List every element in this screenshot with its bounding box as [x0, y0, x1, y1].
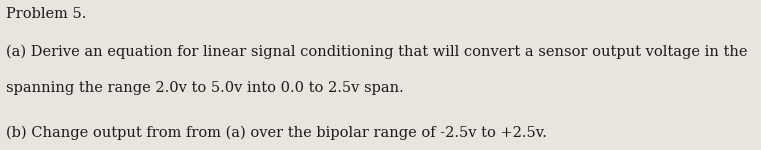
- Text: Problem 5.: Problem 5.: [6, 8, 87, 21]
- Text: (b) Change output from from (a) over the bipolar range of -2.5v to +2.5v.: (b) Change output from from (a) over the…: [6, 126, 547, 140]
- Text: (a) Derive an equation for linear signal conditioning that will convert a sensor: (a) Derive an equation for linear signal…: [6, 45, 747, 59]
- Text: spanning the range 2.0v to 5.0v into 0.0 to 2.5v span.: spanning the range 2.0v to 5.0v into 0.0…: [6, 81, 404, 95]
